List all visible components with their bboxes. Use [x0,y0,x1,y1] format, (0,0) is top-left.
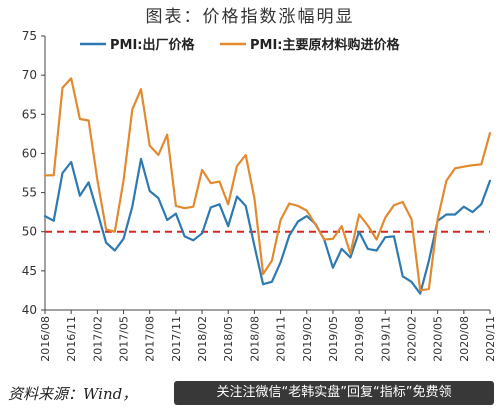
x-tick-label: 2020/05 [432,316,445,362]
x-tick-label: 2018/11 [275,316,288,362]
y-tick-label: 40 [22,303,37,317]
y-tick-label: 75 [22,29,37,43]
footer: 资料来源：Wind， 关注注微信“老韩实盘”回复“指标”免费领 [0,378,500,408]
legend-label-2: PMI:主要原材料购进价格 [250,37,401,53]
y-tick-label: 55 [22,186,37,200]
legend-label-1: PMI:出厂价格 [110,37,196,53]
y-axis: 40 45 50 55 60 65 70 75 [22,29,46,317]
x-tick-label: 2017/02 [91,316,104,362]
legend: PMI:出厂价格 PMI:主要原材料购进价格 [80,37,401,53]
x-tick-label: 2019/05 [327,316,340,362]
series-line-1 [43,157,492,295]
y-tick-label: 45 [22,264,37,278]
x-tick-label: 2019/02 [301,316,314,362]
series-group [43,77,492,295]
x-tick-label: 2017/11 [170,316,183,362]
source-note: 资料来源：Wind， [8,385,138,403]
x-tick-label: 2020/08 [458,316,471,362]
y-tick-label: 60 [22,146,37,160]
x-tick-label: 2019/11 [379,316,392,362]
x-tick-label: 2016/08 [39,316,52,362]
x-tick-label: 2017/05 [118,316,131,362]
series-line-2 [43,77,492,292]
y-tick-label: 65 [22,107,37,121]
x-tick-label: 2019/08 [353,316,366,362]
x-tick-label: 2020/11 [484,316,497,362]
x-tick-label: 2018/05 [222,316,235,362]
x-tick-label: 2016/11 [65,316,78,362]
x-tick-label: 2020/02 [405,316,418,362]
x-axis: 2016/08 2016/11 2017/02 2017/05 2017/08 2017/… [39,309,497,362]
chart-title: 图表：价格指数涨幅明显 [145,7,355,27]
y-tick-label: 50 [22,225,37,239]
x-tick-label: 2018/02 [196,316,209,362]
x-tick-label: 2018/08 [248,316,261,362]
watermark-banner: 关注注微信“老韩实盘”回复“指标”免费领 [174,381,494,405]
x-tick-label: 2017/08 [144,316,157,362]
y-tick-label: 70 [22,68,37,82]
